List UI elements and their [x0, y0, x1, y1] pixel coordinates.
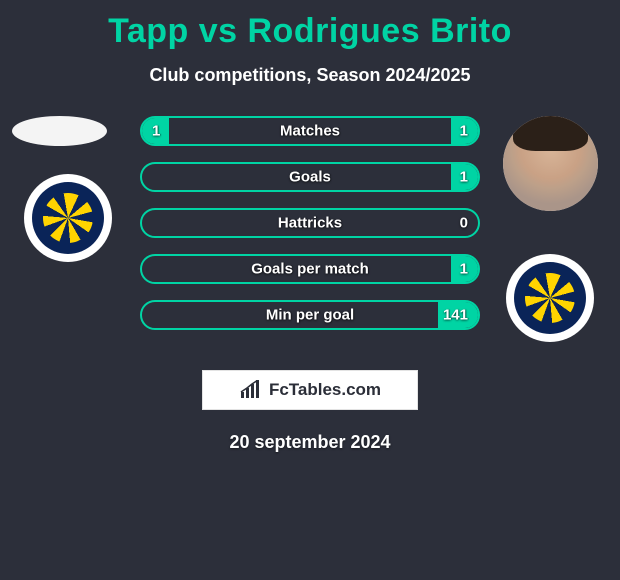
stat-row: 1 Matches 1 — [140, 116, 480, 146]
face-icon — [503, 116, 598, 211]
stat-row: Goals per match 1 — [140, 254, 480, 284]
badge-wave-icon — [43, 193, 93, 243]
stat-right-value: 0 — [460, 215, 468, 232]
subtitle: Club competitions, Season 2024/2025 — [0, 65, 620, 86]
stat-right-value: 141 — [443, 307, 468, 324]
stat-label: Goals — [289, 169, 331, 186]
club-right-badge — [506, 254, 594, 342]
stat-row: Goals 1 — [140, 162, 480, 192]
page-title: Tapp vs Rodrigues Brito — [0, 0, 620, 51]
stat-left-value: 1 — [152, 123, 160, 140]
player-right-photo — [503, 116, 598, 211]
stat-label: Matches — [280, 123, 340, 140]
stat-row: Hattricks 0 — [140, 208, 480, 238]
brand-text: FcTables.com — [269, 380, 381, 400]
brand-box: FcTables.com — [202, 370, 418, 410]
bar-chart-icon — [239, 380, 263, 400]
player-left-photo — [12, 116, 107, 146]
stat-label: Hattricks — [278, 215, 342, 232]
stat-label: Goals per match — [251, 261, 369, 278]
stat-right-value: 1 — [460, 169, 468, 186]
mariners-badge-icon — [32, 182, 104, 254]
date-text: 20 september 2024 — [0, 432, 620, 453]
stat-label: Min per goal — [266, 307, 354, 324]
mariners-badge-icon — [514, 262, 586, 334]
stat-right-value: 1 — [460, 123, 468, 140]
comparison-panel: 1 Matches 1 Goals 1 Hattricks 0 Goals per match… — [0, 116, 620, 366]
badge-wave-icon — [525, 273, 575, 323]
stat-right-value: 1 — [460, 261, 468, 278]
club-left-badge — [24, 174, 112, 262]
stat-row: Min per goal 141 — [140, 300, 480, 330]
stat-rows: 1 Matches 1 Goals 1 Hattricks 0 Goals per match… — [140, 116, 480, 346]
